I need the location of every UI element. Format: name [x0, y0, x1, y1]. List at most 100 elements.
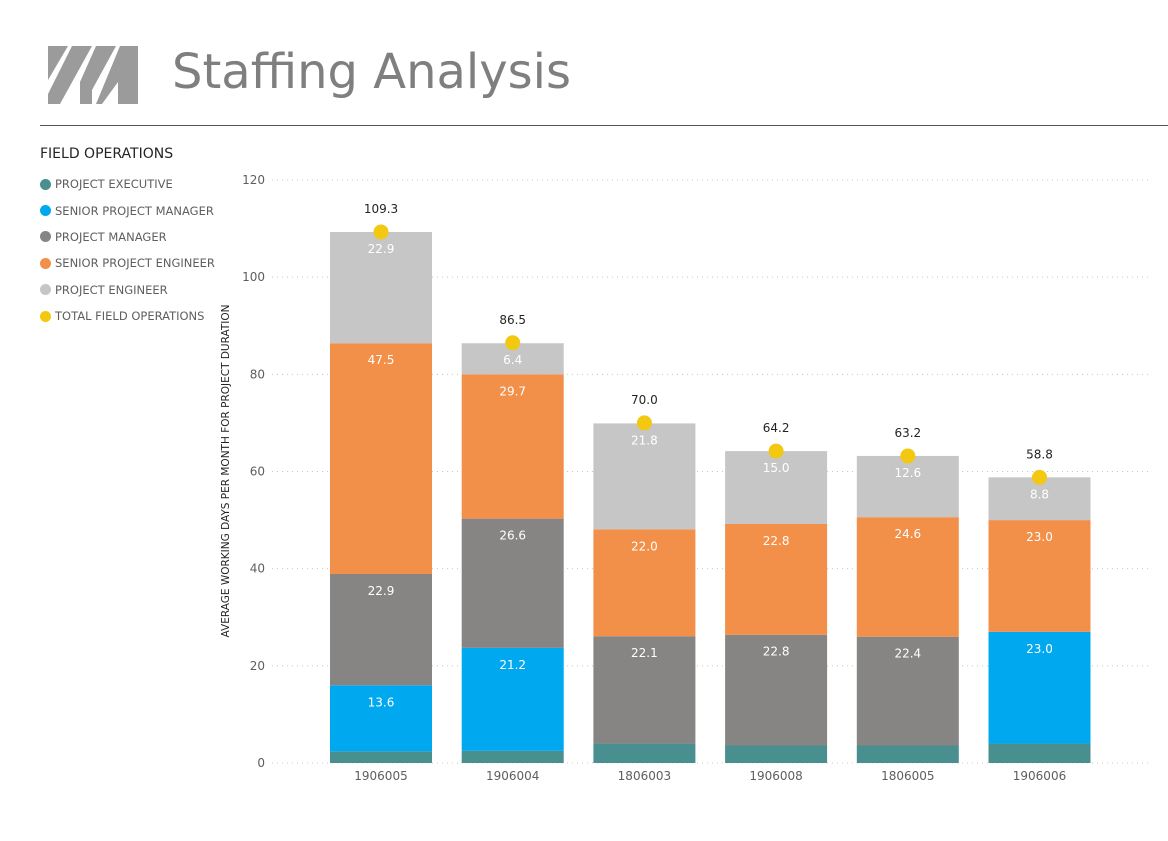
legend-item[interactable]: SENIOR PROJECT MANAGER [40, 197, 230, 223]
bar-segment[interactable] [593, 529, 696, 637]
data-label: 15.0 [763, 461, 790, 475]
header-divider [40, 125, 1168, 126]
legend-label: TOTAL FIELD OPERATIONS [55, 309, 205, 324]
legend-marker [40, 284, 51, 296]
legend-item[interactable]: PROJECT ENGINEER [40, 277, 230, 303]
total-marker[interactable] [373, 224, 389, 240]
legend-marker [40, 231, 51, 243]
bars: 13.6 22.9 47.5 22.9 21.2 26.6 29.7 6.4 22.1 22.0 2… [330, 231, 1091, 763]
bar-segment[interactable] [988, 520, 1091, 632]
total-label: 70.0 [631, 393, 658, 407]
y-tick-label: 80 [250, 367, 265, 381]
legend-item[interactable]: PROJECT EXECUTIVE [40, 171, 230, 197]
legend-marker [40, 178, 51, 190]
legend-label: PROJECT MANAGER [55, 229, 167, 244]
data-label: 22.4 [894, 647, 921, 661]
bar-segment[interactable] [593, 423, 696, 530]
x-tick-label: 1906004 [486, 769, 539, 783]
y-axis-label: AVERAGE WORKING DAYS PER MONTH FOR PROJE… [220, 305, 232, 638]
legend-label: PROJECT EXECUTIVE [55, 177, 173, 192]
bar-segment[interactable] [725, 745, 828, 763]
bar-segment[interactable] [593, 636, 696, 744]
data-label: 23.0 [1026, 642, 1053, 656]
y-tick-label: 20 [250, 659, 265, 673]
bar-segment[interactable] [856, 636, 959, 746]
legend-label: SENIOR PROJECT ENGINEER [55, 256, 215, 271]
data-label: 22.9 [368, 242, 395, 256]
legend-item[interactable]: SENIOR PROJECT ENGINEER [40, 250, 230, 276]
data-label: 22.9 [368, 584, 395, 598]
bar-segment[interactable] [856, 517, 959, 637]
data-label: 22.8 [763, 534, 790, 548]
data-label: 21.2 [499, 658, 526, 672]
total-label: 58.8 [1026, 447, 1053, 461]
x-tick-label: 1906005 [354, 769, 407, 783]
legend-item[interactable]: TOTAL FIELD OPERATIONS [40, 303, 230, 329]
bar-segment[interactable] [461, 647, 564, 751]
page-title: Staffing Analysis [172, 44, 572, 100]
data-label: 13.6 [368, 695, 395, 709]
total-marker[interactable] [505, 335, 521, 351]
data-label: 6.4 [503, 353, 522, 367]
total-label: 109.3 [364, 202, 398, 216]
bar-segment[interactable] [461, 750, 564, 763]
legend-items: PROJECT EXECUTIVE SENIOR PROJECT MANAGER P… [40, 171, 230, 329]
bar-segment[interactable] [856, 455, 959, 518]
total-marker[interactable] [768, 443, 784, 459]
header: Staffing Analysis [0, 0, 1168, 126]
bar-segment[interactable] [330, 685, 432, 752]
x-tick-label: 1906008 [749, 769, 802, 783]
chart-legend: FIELD OPERATIONS PROJECT EXECUTIVE SENIOR… [40, 146, 230, 329]
bar-segment[interactable] [988, 631, 1091, 744]
y-tick-label: 60 [250, 465, 265, 479]
bar-segment[interactable] [330, 751, 432, 763]
bar-segment[interactable] [330, 231, 432, 344]
bar-segment[interactable] [330, 343, 432, 575]
x-tick-label: 1806003 [618, 769, 671, 783]
data-label: 8.8 [1030, 487, 1049, 501]
data-label: 24.6 [894, 527, 921, 541]
data-label: 23.0 [1026, 530, 1053, 544]
total-marker[interactable] [636, 415, 652, 431]
x-tick-label: 1906006 [1013, 769, 1066, 783]
legend-title: FIELD OPERATIONS [40, 146, 174, 162]
data-label: 26.6 [499, 529, 526, 543]
total-marker[interactable] [1032, 469, 1047, 485]
total-label: 86.5 [499, 313, 526, 327]
data-label: 22.1 [631, 646, 658, 660]
bar-segment[interactable] [330, 574, 432, 686]
data-label: 21.8 [631, 433, 658, 447]
legend-item[interactable]: PROJECT MANAGER [40, 224, 230, 250]
total-label: 64.2 [763, 421, 790, 435]
x-tick-label: 1806005 [881, 769, 934, 783]
bar-segment[interactable] [725, 634, 828, 746]
data-label: 12.6 [894, 466, 921, 480]
y-axis-ticks: 0 20 40 60 80 100 120 [242, 173, 265, 770]
bar-segment[interactable] [461, 374, 564, 519]
bar-segment[interactable] [725, 523, 828, 635]
bar-segment[interactable] [856, 745, 959, 763]
im-logo-icon [48, 46, 138, 104]
legend-marker [40, 205, 51, 217]
total-markers: 109.3 86.5 70.0 64.2 63.2 58.8 [364, 202, 1053, 485]
data-label: 22.8 [763, 645, 790, 659]
data-label: 47.5 [368, 353, 395, 367]
legend-label: SENIOR PROJECT MANAGER [55, 203, 214, 218]
y-tick-label: 0 [257, 756, 265, 770]
bar-segment[interactable] [461, 518, 564, 648]
y-tick-label: 40 [250, 562, 265, 576]
total-label: 63.2 [894, 426, 921, 440]
legend-marker [40, 310, 51, 322]
data-label: 29.7 [499, 384, 526, 398]
data-label: 22.0 [631, 539, 658, 553]
bar-segment[interactable] [725, 451, 828, 524]
legend-label: PROJECT ENGINEER [55, 282, 168, 297]
total-marker[interactable] [900, 448, 916, 464]
legend-marker [40, 257, 51, 269]
x-axis-ticks: 1906005 1906004 1806003 1906008 1806005 19060… [354, 769, 1066, 783]
bar-segment[interactable] [593, 743, 696, 763]
y-tick-label: 120 [242, 173, 265, 187]
y-tick-label: 100 [242, 270, 265, 284]
bar-segment[interactable] [988, 743, 1091, 763]
